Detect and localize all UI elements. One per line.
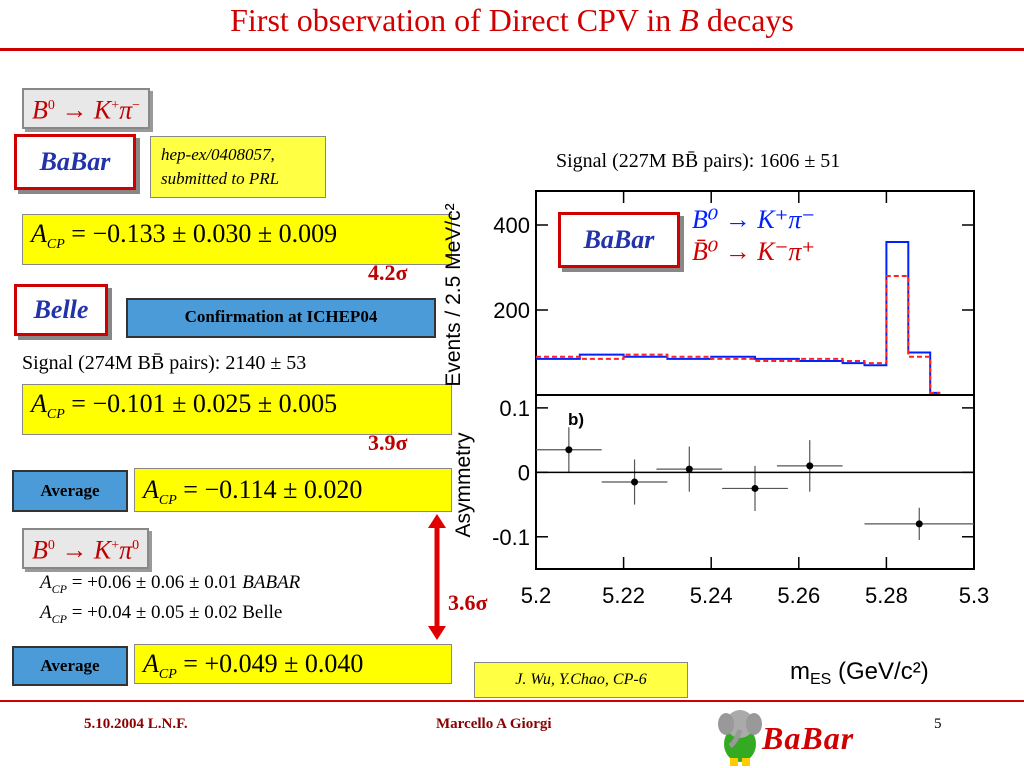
average-acp-2: ACP = +0.049 ± 0.040 bbox=[134, 644, 452, 684]
elephant-mascot-icon bbox=[718, 710, 762, 766]
kpi0-belle-result: ACP = +0.04 ± 0.05 ± 0.02 Belle bbox=[40, 602, 283, 626]
asym-point-3 bbox=[751, 484, 759, 492]
bottom-babar-logo: BaBar bbox=[762, 720, 855, 756]
y-label-events: Events / 2.5 MeV/c² bbox=[442, 203, 465, 386]
title-divider bbox=[0, 48, 1024, 51]
x-tick-label-1: 5.22 bbox=[602, 583, 645, 608]
mes-plot: 200 400 -0.1 0 0.1 5.2 5.22 5.24 5.26 5.28 5.3 Eve… bbox=[442, 190, 989, 688]
plot-signal-text: Signal (227M BB̄ pairs): 1606 ± 51 bbox=[556, 150, 841, 172]
legend-b0bar: B̄⁰ → K⁻π⁺ bbox=[692, 237, 816, 266]
x-label: mES (GeV/c²) bbox=[790, 658, 929, 688]
y-tick-label-bot-1: 0 bbox=[518, 460, 530, 485]
asym-point-4 bbox=[806, 462, 814, 470]
x-tick-label-5: 5.3 bbox=[959, 583, 990, 608]
babar-significance: 4.2σ bbox=[368, 260, 408, 285]
asym-point-1 bbox=[631, 478, 639, 486]
axes-layer: 200 400 -0.1 0 0.1 5.2 5.22 5.24 5.26 5.28 5.3 bbox=[492, 191, 989, 608]
footer-divider bbox=[0, 700, 1024, 702]
y-tick-label-bot-0: -0.1 bbox=[492, 525, 530, 550]
average-label-1: Average bbox=[12, 470, 128, 512]
asym-point-0 bbox=[565, 446, 573, 454]
decay-box-kpi0: B0 → K+π0 bbox=[22, 528, 150, 569]
babar-logo: BaBar bbox=[14, 134, 136, 190]
kpi0-babar-result: ACP = +0.06 ± 0.06 ± 0.01 BABAR bbox=[40, 572, 301, 596]
page-title: First observation of Direct CPV in B dec… bbox=[0, 2, 1024, 39]
page-number: 5 bbox=[934, 716, 942, 732]
histogram-layer bbox=[536, 241, 941, 394]
reference-note: hep-ex/0408057, submitted to PRL bbox=[150, 136, 326, 198]
histogram-series-2 bbox=[536, 275, 941, 394]
average-acp-1: ACP = −0.114 ± 0.020 bbox=[134, 468, 452, 512]
plot-legend: B⁰ → K⁺π⁻ B̄⁰ → K⁻π⁺ bbox=[692, 204, 815, 268]
difference-significance: 3.6σ bbox=[448, 590, 488, 615]
belle-signal-text: Signal (274M BB̄ pairs): 2140 ± 53 bbox=[22, 352, 307, 374]
belle-logo: Belle bbox=[14, 284, 108, 336]
x-tick-label-0: 5.2 bbox=[521, 583, 552, 608]
asym-point-5 bbox=[915, 520, 923, 528]
decay-box-kpi: B0 → K+π− bbox=[22, 88, 151, 129]
asymmetry-layer bbox=[536, 427, 974, 540]
panel-b-label: b) bbox=[568, 410, 584, 429]
average-label-2: Average bbox=[12, 646, 128, 686]
citation-box: J. Wu, Y.Chao, CP-6 bbox=[474, 662, 688, 698]
y-tick-label-bot-2: 0.1 bbox=[499, 396, 530, 421]
y-label-asymmetry: Asymmetry bbox=[452, 432, 475, 538]
x-tick-label-3: 5.26 bbox=[777, 583, 820, 608]
difference-arrow bbox=[428, 514, 446, 640]
plot-babar-logo: BaBar bbox=[558, 212, 680, 268]
plot-frame bbox=[535, 190, 975, 570]
legend-b0: B⁰ → K⁺π⁻ bbox=[692, 205, 816, 234]
title-suffix: decays bbox=[698, 2, 794, 38]
confirmation-box: Confirmation at ICHEP04 bbox=[126, 298, 436, 338]
footer-date: 5.10.2004 L.N.F. bbox=[84, 716, 188, 732]
belle-significance: 3.9σ bbox=[368, 430, 408, 455]
x-tick-label-2: 5.24 bbox=[690, 583, 733, 608]
babar-acp-result: ACP = −0.133 ± 0.030 ± 0.009 bbox=[22, 214, 452, 266]
footer-author: Marcello A Giorgi bbox=[436, 716, 552, 732]
title-italic: B bbox=[679, 2, 699, 38]
title-prefix: First observation of Direct CPV in bbox=[230, 2, 680, 38]
x-tick-label-4: 5.28 bbox=[865, 583, 908, 608]
belle-acp-result: ACP = −0.101 ± 0.025 ± 0.005 bbox=[22, 384, 452, 436]
y-tick-label-top-1: 400 bbox=[493, 213, 530, 238]
asym-point-2 bbox=[685, 465, 693, 473]
y-tick-label-top-0: 200 bbox=[493, 298, 530, 323]
